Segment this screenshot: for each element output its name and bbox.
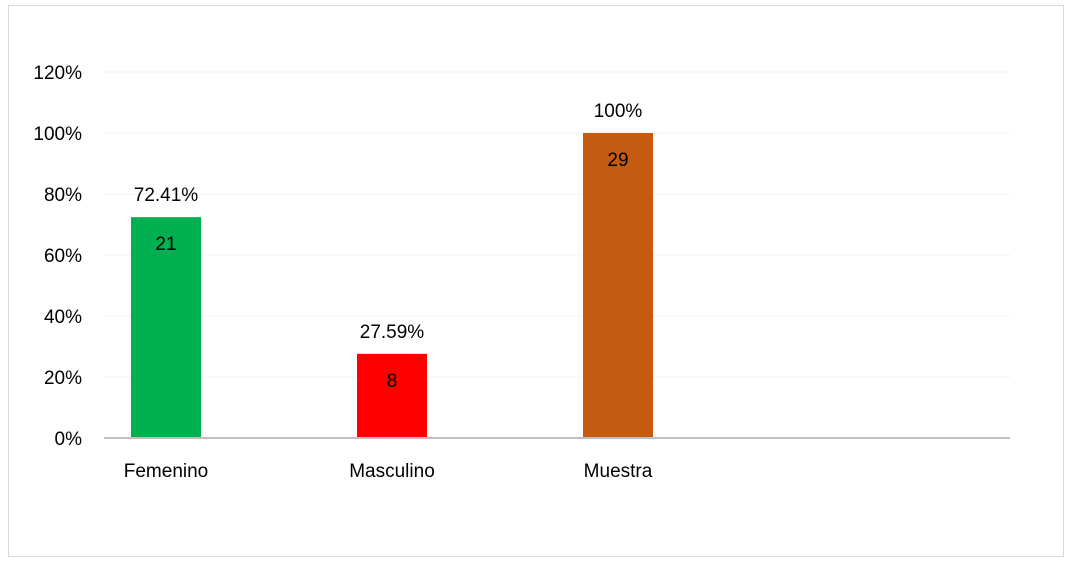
y-tick-label: 120% (33, 63, 82, 84)
x-tick-label: Muestra (584, 461, 653, 482)
percent-data-label: 27.59% (360, 322, 425, 343)
bar-muestra (583, 133, 653, 438)
bar-femenino (131, 217, 201, 438)
y-tick-label: 80% (44, 185, 82, 206)
x-tick-label: Femenino (124, 461, 209, 482)
y-tick-label: 40% (44, 307, 82, 328)
bar-masculino (357, 353, 427, 438)
y-tick-label: 100% (33, 124, 82, 145)
count-data-label: 29 (607, 150, 628, 171)
y-tick-label: 20% (44, 368, 82, 389)
percent-data-label: 72.41% (134, 185, 199, 206)
y-tick-label: 0% (55, 429, 83, 450)
count-data-label: 21 (155, 234, 176, 255)
y-tick-label: 60% (44, 246, 82, 267)
count-data-label: 8 (387, 371, 398, 392)
percent-data-label: 100% (594, 101, 643, 122)
x-tick-label: Masculino (349, 461, 435, 482)
